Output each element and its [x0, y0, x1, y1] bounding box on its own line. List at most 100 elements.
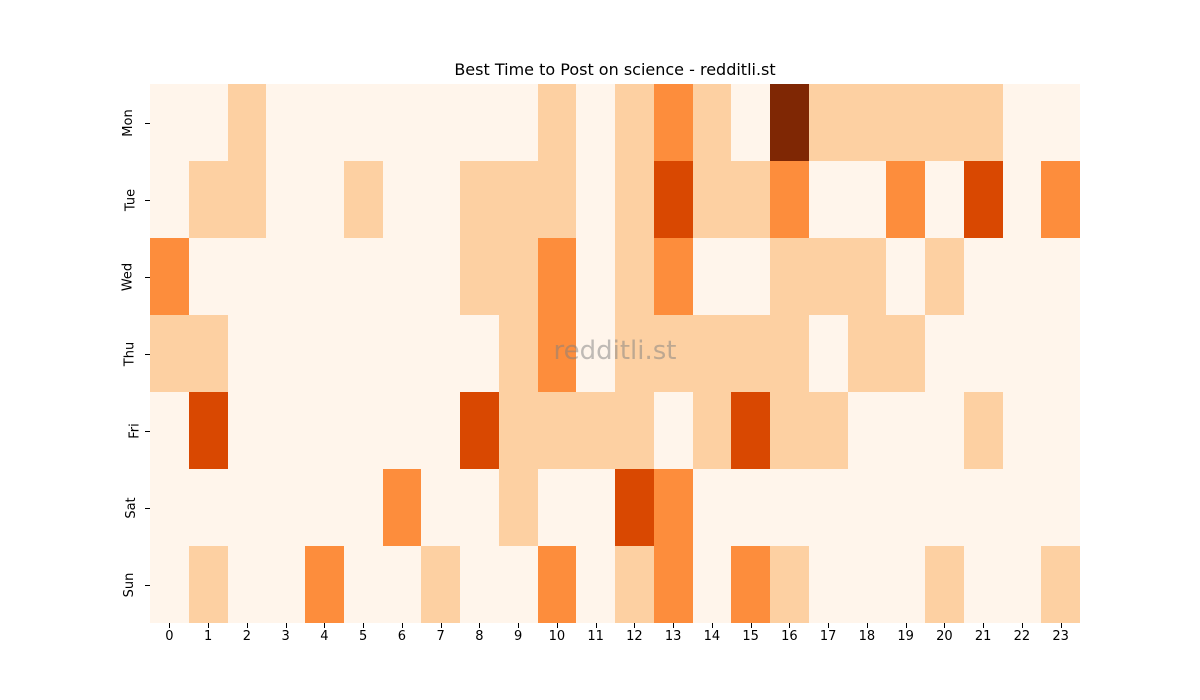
x-tick-label: 19 — [897, 629, 914, 644]
heatmap-cell — [227, 315, 267, 392]
heatmap-cell — [808, 84, 848, 161]
heatmap-cell — [421, 546, 460, 623]
heatmap-cell — [925, 469, 964, 546]
heatmap-cell — [421, 161, 460, 238]
y-tick — [145, 122, 150, 124]
heatmap-cell — [188, 392, 228, 469]
heatmap-cell — [576, 238, 615, 315]
heatmap-cell — [1041, 84, 1080, 161]
y-tick-label: Fri — [126, 422, 142, 439]
heatmap-cell — [576, 392, 615, 469]
heatmap-cell — [537, 161, 577, 238]
heatmap-cell — [653, 238, 693, 315]
x-tick-label: 16 — [781, 629, 798, 644]
heatmap-cell — [150, 392, 189, 469]
heatmap-cell — [460, 392, 499, 469]
heatmap-cell — [343, 238, 383, 315]
heatmap-cell — [343, 469, 383, 546]
heatmap-cell — [498, 238, 538, 315]
x-tick-label: 6 — [397, 629, 407, 644]
y-tick-label: Wed — [120, 262, 136, 291]
heatmap-cell — [343, 315, 383, 392]
x-tick — [789, 623, 791, 628]
heatmap-cell — [382, 469, 422, 546]
x-tick — [363, 623, 365, 628]
heatmap-cell — [653, 469, 693, 546]
x-tick — [1021, 623, 1023, 628]
heatmap-cell — [653, 546, 693, 623]
heatmap-cell — [227, 161, 267, 238]
heatmap-cell — [537, 546, 577, 623]
heatmap-cell — [1041, 315, 1080, 392]
y-tick — [145, 199, 150, 201]
heatmap-cell — [731, 546, 770, 623]
heatmap-cell — [498, 546, 538, 623]
heatmap-cell — [731, 238, 770, 315]
watermark: redditli.st — [553, 336, 677, 366]
x-tick-label: 23 — [1052, 629, 1069, 644]
heatmap-grid — [150, 84, 1080, 623]
heatmap-cell — [770, 238, 809, 315]
heatmap-cell — [1002, 161, 1042, 238]
heatmap-cell — [460, 238, 499, 315]
heatmap-cell — [963, 546, 1003, 623]
y-tick — [145, 353, 150, 355]
heatmap-cell — [886, 238, 925, 315]
heatmap-cell — [963, 84, 1003, 161]
heatmap-cell — [460, 546, 499, 623]
heatmap-cell — [227, 469, 267, 546]
heatmap-cell — [847, 546, 887, 623]
heatmap-cell — [731, 315, 770, 392]
heatmap-cell — [382, 84, 422, 161]
heatmap-cell — [847, 469, 887, 546]
heatmap-cell — [1002, 392, 1042, 469]
heatmap-cell — [731, 392, 770, 469]
x-tick — [634, 623, 636, 628]
heatmap-cell — [576, 469, 615, 546]
heatmap-cell — [731, 469, 770, 546]
heatmap-cell — [886, 315, 925, 392]
heatmap-cell — [653, 315, 693, 392]
x-tick — [711, 623, 713, 628]
heatmap-cell — [150, 315, 189, 392]
x-tick — [479, 623, 481, 628]
heatmap-cell — [343, 392, 383, 469]
heatmap-cell — [266, 84, 305, 161]
heatmap-cell — [150, 161, 189, 238]
heatmap-cell — [537, 392, 577, 469]
y-tick — [145, 507, 150, 509]
heatmap-cell — [498, 84, 538, 161]
x-tick-label: 3 — [281, 629, 290, 644]
x-tick — [905, 623, 907, 628]
heatmap-cell — [925, 392, 964, 469]
heatmap-cell — [460, 315, 499, 392]
heatmap-cell — [808, 238, 848, 315]
x-tick-label: 12 — [626, 629, 643, 644]
heatmap-cell — [692, 469, 732, 546]
heatmap-cell — [537, 84, 577, 161]
x-tick-label: 21 — [974, 629, 992, 644]
heatmap-cell — [1002, 469, 1042, 546]
heatmap-cell — [188, 469, 228, 546]
x-tick-label: 7 — [436, 629, 445, 644]
y-tick — [145, 430, 150, 432]
heatmap-cell — [498, 161, 538, 238]
heatmap-cell — [150, 469, 189, 546]
heatmap-cell — [305, 238, 344, 315]
heatmap-cell — [847, 161, 887, 238]
heatmap-cell — [847, 84, 887, 161]
heatmap-cell — [382, 161, 422, 238]
y-tick — [145, 276, 150, 278]
heatmap-cell — [808, 469, 848, 546]
heatmap-cell — [1041, 161, 1080, 238]
heatmap-cell — [925, 315, 964, 392]
heatmap-cell — [576, 161, 615, 238]
heatmap-cell — [460, 469, 499, 546]
heatmap-cell — [1041, 238, 1080, 315]
heatmap-cell — [886, 546, 925, 623]
chart-title: Best Time to Post on science - redditli.… — [454, 60, 776, 79]
y-tick-label: Thu — [122, 341, 138, 366]
heatmap-cell — [382, 546, 422, 623]
heatmap-cell — [886, 469, 925, 546]
heatmap-cell — [615, 546, 654, 623]
